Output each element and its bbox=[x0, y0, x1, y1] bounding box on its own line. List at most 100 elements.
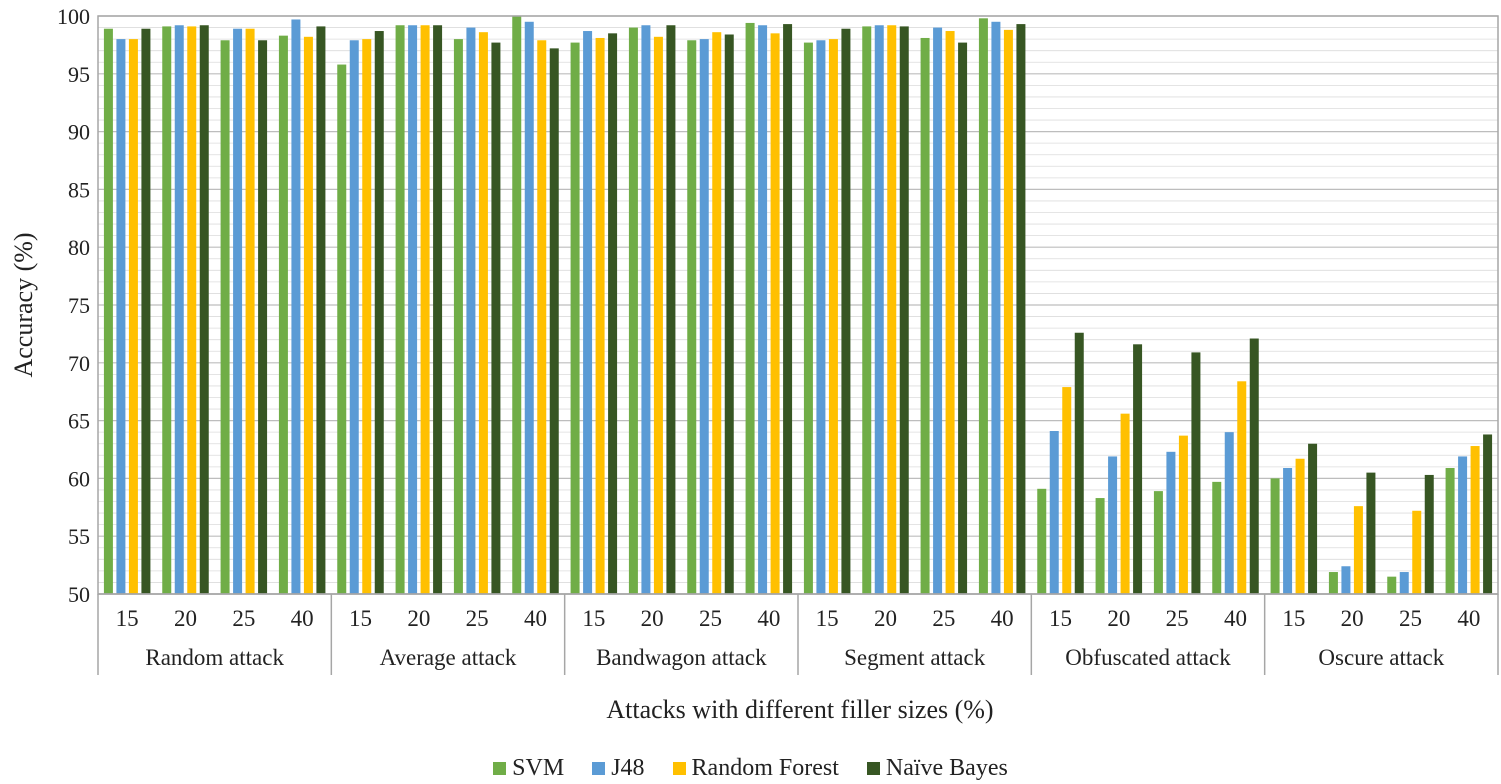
bar-random-forest-bandwagon-attack-15 bbox=[595, 37, 605, 595]
x-group-label: Bandwagon attack bbox=[596, 645, 767, 670]
bar-chart: 50 55 60 65 70 75 80 85 90 95 100 15 20 25 40 Random a… bbox=[9, 4, 1499, 724]
x-tick-label: 15 bbox=[816, 606, 839, 631]
legend-swatch-naive-bayes bbox=[866, 761, 880, 775]
legend-item-random-forest: Random Forest bbox=[672, 755, 839, 782]
bar-svm-oscure-attack-15 bbox=[1270, 478, 1280, 594]
bar-j48-oscure-attack-15 bbox=[1283, 467, 1293, 594]
bar-naive-bayes-random-attack-15 bbox=[141, 28, 151, 594]
x-tick-label: 25 bbox=[699, 606, 722, 631]
bar-naive-bayes-obfuscated-attack-20 bbox=[1133, 344, 1143, 594]
x-tick-label: 20 bbox=[874, 606, 897, 631]
y-tick-label: 55 bbox=[68, 524, 90, 549]
bar-j48-bandwagon-attack-15 bbox=[583, 31, 593, 594]
bar-naive-bayes-bandwagon-attack-15 bbox=[608, 33, 618, 594]
bar-naive-bayes-obfuscated-attack-15 bbox=[1074, 332, 1084, 594]
bar-svm-obfuscated-attack-15 bbox=[1037, 488, 1047, 594]
x-tick-label: 15 bbox=[1049, 606, 1072, 631]
bar-naive-bayes-random-attack-25 bbox=[258, 40, 268, 594]
bar-naive-bayes-segment-attack-25 bbox=[958, 42, 968, 594]
y-tick-label: 60 bbox=[68, 466, 90, 491]
bar-random-forest-segment-attack-40 bbox=[1003, 29, 1013, 594]
bar-random-forest-random-attack-20 bbox=[187, 26, 197, 595]
bar-svm-segment-attack-20 bbox=[862, 26, 872, 595]
bar-svm-average-attack-20 bbox=[395, 25, 405, 595]
bar-j48-obfuscated-attack-20 bbox=[1108, 456, 1118, 594]
x-tick-label: 25 bbox=[232, 606, 255, 631]
bar-svm-random-attack-20 bbox=[162, 26, 172, 595]
bar-naive-bayes-average-attack-15 bbox=[374, 31, 384, 594]
axis-frame bbox=[97, 15, 1499, 675]
x-tick-label: 15 bbox=[116, 606, 139, 631]
bar-svm-bandwagon-attack-15 bbox=[570, 42, 580, 594]
bar-random-forest-oscure-attack-40 bbox=[1470, 446, 1480, 594]
bar-random-forest-bandwagon-attack-40 bbox=[770, 33, 780, 594]
bar-j48-average-attack-40 bbox=[524, 21, 534, 594]
x-group-label: Average attack bbox=[380, 645, 517, 670]
legend-item-naive-bayes: Naïve Bayes bbox=[866, 754, 1008, 782]
bar-svm-bandwagon-attack-40 bbox=[745, 22, 755, 595]
bar-svm-random-attack-25 bbox=[220, 40, 230, 594]
bar-svm-average-attack-25 bbox=[453, 39, 463, 595]
y-tick-label: 90 bbox=[68, 120, 90, 145]
bar-naive-bayes-obfuscated-attack-25 bbox=[1191, 352, 1201, 594]
bar-random-forest-bandwagon-attack-20 bbox=[653, 36, 663, 595]
x-tick-label: 40 bbox=[991, 606, 1014, 631]
x-tick-label: 25 bbox=[932, 606, 955, 631]
x-group-label: Obfuscated attack bbox=[1065, 645, 1231, 670]
bar-svm-oscure-attack-20 bbox=[1328, 572, 1338, 594]
legend: SVM J48 Random Forest Naïve Bayes bbox=[0, 752, 1501, 784]
bar-random-forest-segment-attack-15 bbox=[828, 39, 838, 595]
bar-svm-random-attack-15 bbox=[103, 28, 113, 594]
bar-j48-random-attack-25 bbox=[233, 28, 243, 594]
x-tick-label: 15 bbox=[349, 606, 372, 631]
bar-naive-bayes-bandwagon-attack-20 bbox=[666, 25, 676, 595]
legend-label-naive-bayes: Naïve Bayes bbox=[885, 754, 1008, 781]
bar-random-forest-obfuscated-attack-25 bbox=[1178, 435, 1188, 594]
y-tick-label: 50 bbox=[68, 582, 90, 607]
bar-random-forest-average-attack-15 bbox=[362, 39, 372, 595]
x-tick-label: 40 bbox=[524, 606, 547, 631]
bar-naive-bayes-average-attack-40 bbox=[549, 48, 559, 595]
bar-svm-obfuscated-attack-40 bbox=[1212, 481, 1222, 594]
bar-j48-oscure-attack-20 bbox=[1341, 566, 1351, 594]
bar-random-forest-random-attack-40 bbox=[303, 36, 313, 595]
bar-svm-bandwagon-attack-20 bbox=[628, 27, 638, 595]
bar-j48-segment-attack-20 bbox=[874, 25, 884, 595]
bar-j48-bandwagon-attack-25 bbox=[699, 39, 709, 595]
bar-j48-average-attack-25 bbox=[466, 27, 476, 595]
bar-naive-bayes-segment-attack-40 bbox=[1016, 24, 1026, 595]
x-tick-label: 25 bbox=[1399, 606, 1422, 631]
x-tick-label: 20 bbox=[1341, 606, 1364, 631]
bar-j48-average-attack-20 bbox=[408, 25, 418, 595]
bar-svm-oscure-attack-25 bbox=[1387, 576, 1397, 594]
bar-random-forest-obfuscated-attack-15 bbox=[1062, 387, 1072, 594]
bar-random-forest-average-attack-40 bbox=[537, 40, 547, 594]
bar-random-forest-segment-attack-25 bbox=[945, 31, 955, 594]
x-tick-label: 15 bbox=[1282, 606, 1305, 631]
x-tick-label: 20 bbox=[174, 606, 197, 631]
y-tick-label: 100 bbox=[57, 4, 90, 29]
bar-svm-average-attack-15 bbox=[337, 64, 347, 594]
y-tick-label: 65 bbox=[68, 409, 90, 434]
bar-svm-average-attack-40 bbox=[512, 16, 522, 594]
bar-j48-obfuscated-attack-40 bbox=[1224, 432, 1234, 594]
bar-naive-bayes-random-attack-20 bbox=[199, 25, 209, 595]
bar-naive-bayes-average-attack-20 bbox=[433, 25, 443, 595]
bar-naive-bayes-average-attack-25 bbox=[491, 42, 501, 594]
bar-naive-bayes-oscure-attack-40 bbox=[1483, 434, 1493, 594]
x-tick-label: 40 bbox=[1224, 606, 1247, 631]
bar-random-forest-random-attack-25 bbox=[245, 28, 255, 594]
x-tick-label: 20 bbox=[1107, 606, 1130, 631]
bar-random-forest-random-attack-15 bbox=[128, 39, 138, 595]
bar-svm-obfuscated-attack-25 bbox=[1153, 491, 1163, 594]
bar-random-forest-oscure-attack-20 bbox=[1353, 506, 1363, 594]
x-group-label: Segment attack bbox=[844, 645, 986, 670]
bar-j48-oscure-attack-40 bbox=[1458, 456, 1468, 594]
bar-naive-bayes-bandwagon-attack-40 bbox=[783, 24, 793, 595]
bar-random-forest-oscure-attack-25 bbox=[1412, 510, 1422, 594]
bar-j48-segment-attack-25 bbox=[933, 27, 943, 595]
bar-j48-random-attack-20 bbox=[174, 25, 184, 595]
x-tick-label: 20 bbox=[407, 606, 430, 631]
legend-label-j48: J48 bbox=[611, 754, 645, 781]
bar-naive-bayes-random-attack-40 bbox=[316, 26, 326, 595]
